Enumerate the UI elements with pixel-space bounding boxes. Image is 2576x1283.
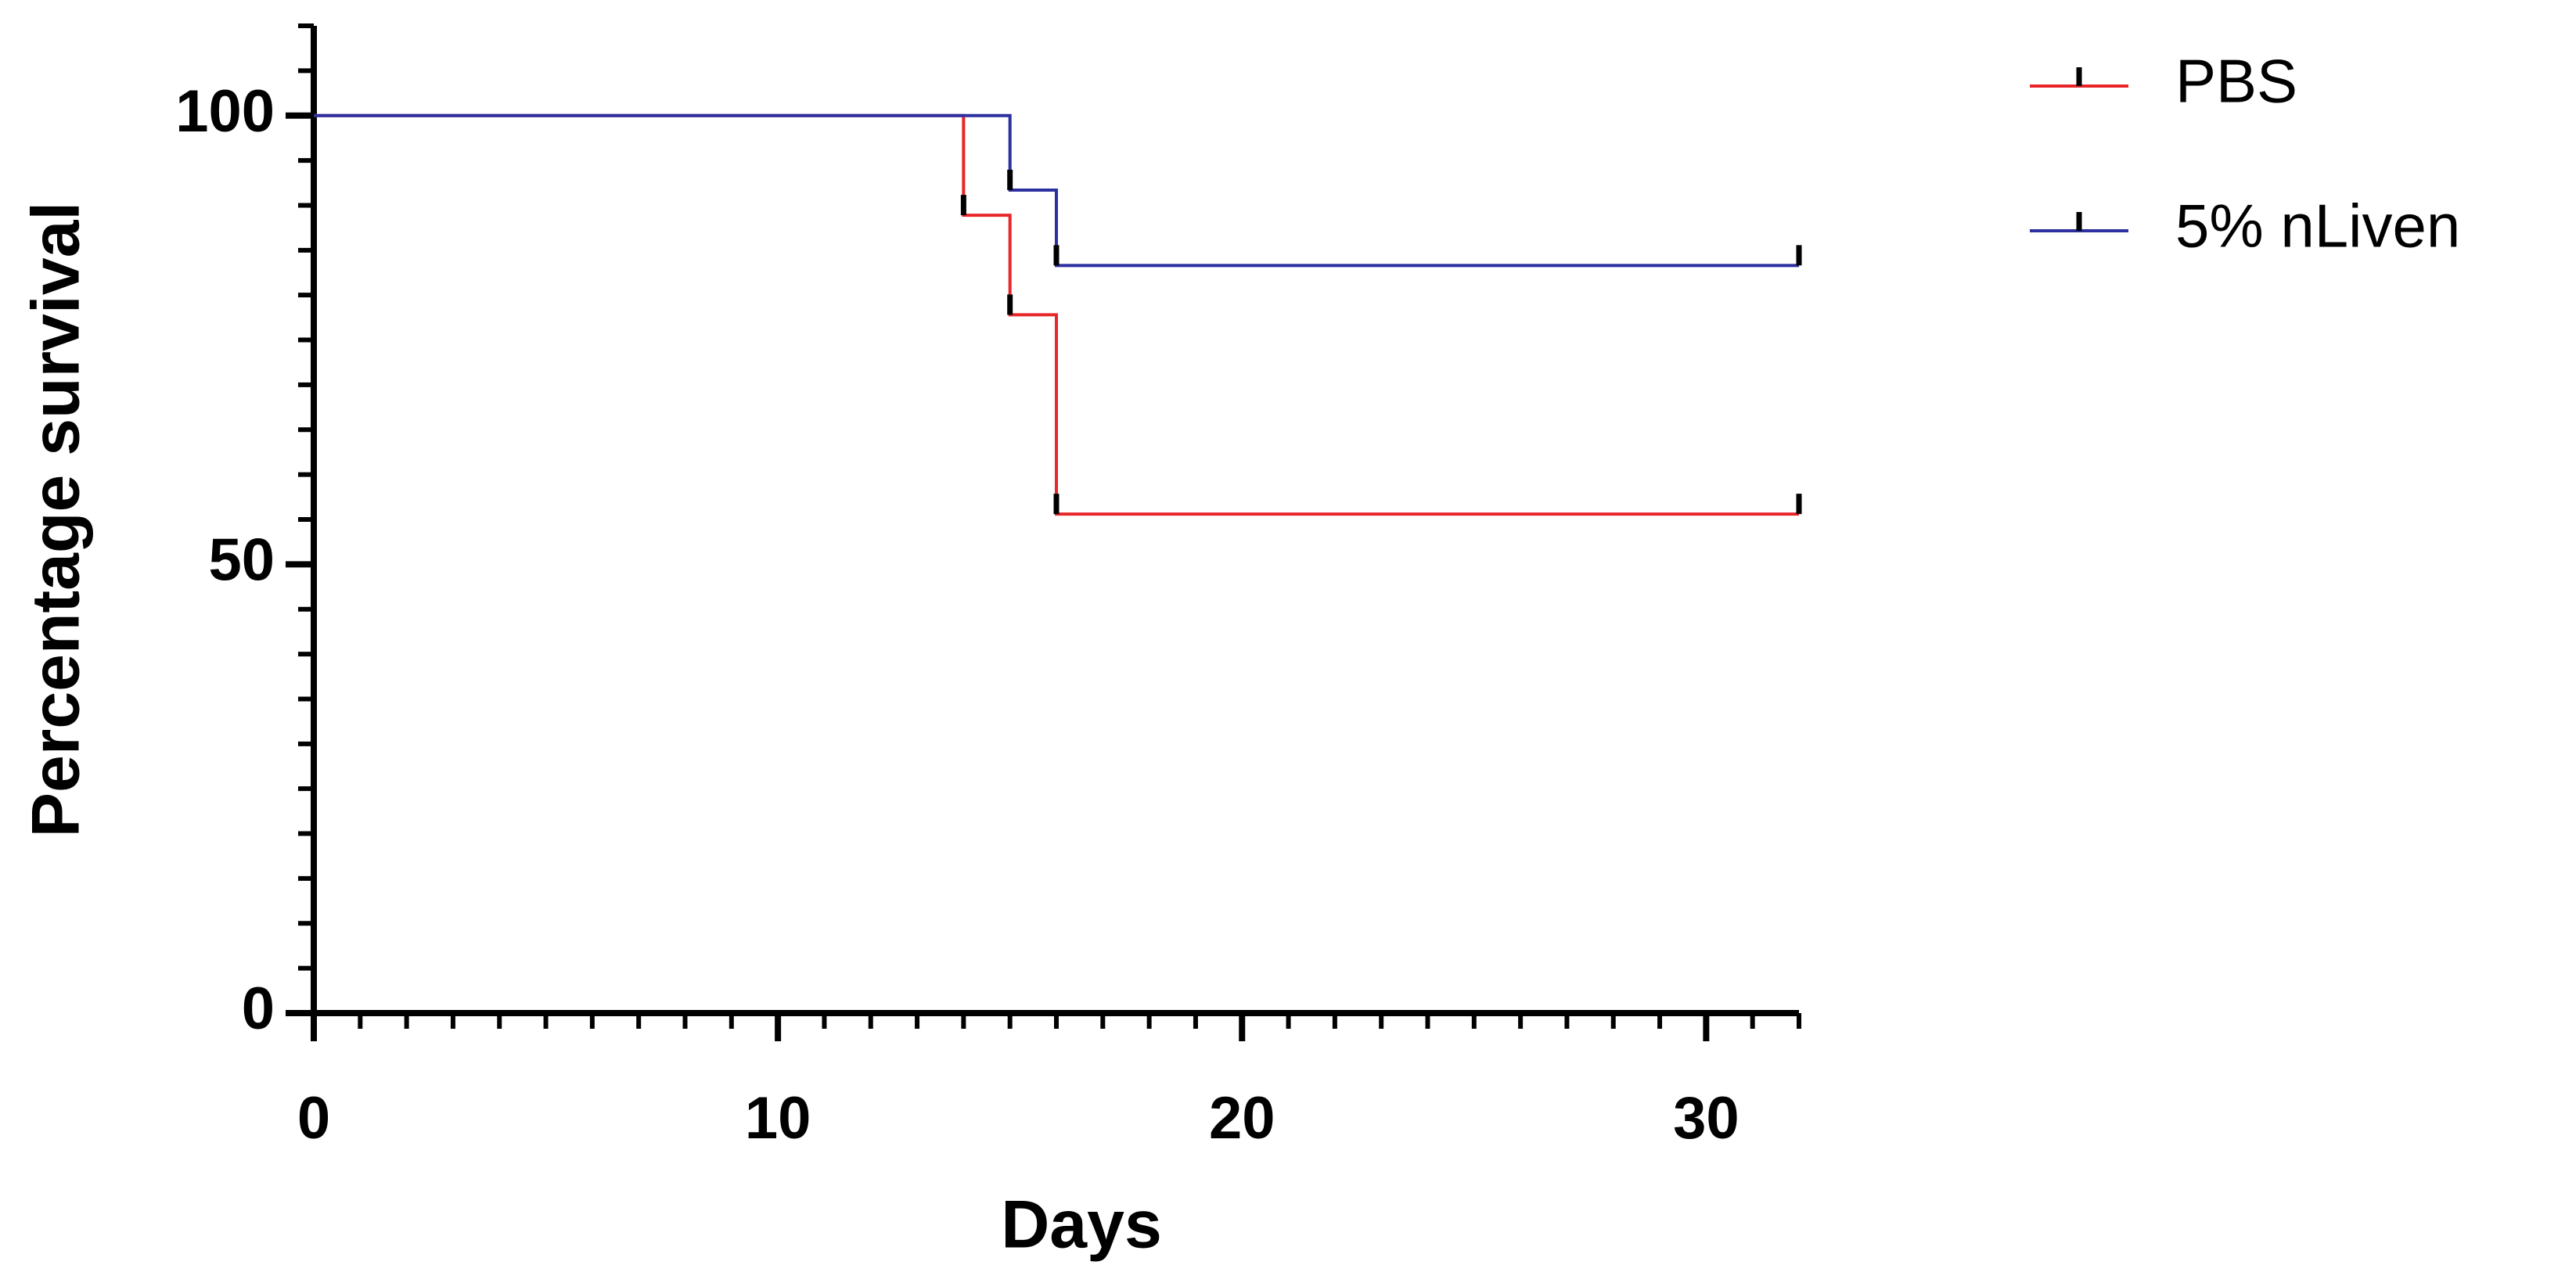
y-tick-label: 100: [175, 78, 275, 145]
x-tick-label: 0: [297, 1085, 330, 1152]
x-axis-title: Days: [1001, 1188, 1162, 1263]
y-tick-label: 50: [208, 526, 275, 593]
survival-line: [314, 113, 1799, 268]
x-tick-label: 10: [745, 1085, 811, 1152]
survival-line: [314, 113, 1799, 516]
legend-label: 5% nLiven: [2175, 192, 2460, 261]
x-tick-label: 20: [1209, 1085, 1275, 1152]
legend-label: PBS: [2175, 47, 2297, 116]
x-tick-label: 30: [1673, 1085, 1740, 1152]
y-tick-label: 0: [242, 976, 275, 1042]
y-axis-title: Percentage survival: [19, 202, 94, 838]
